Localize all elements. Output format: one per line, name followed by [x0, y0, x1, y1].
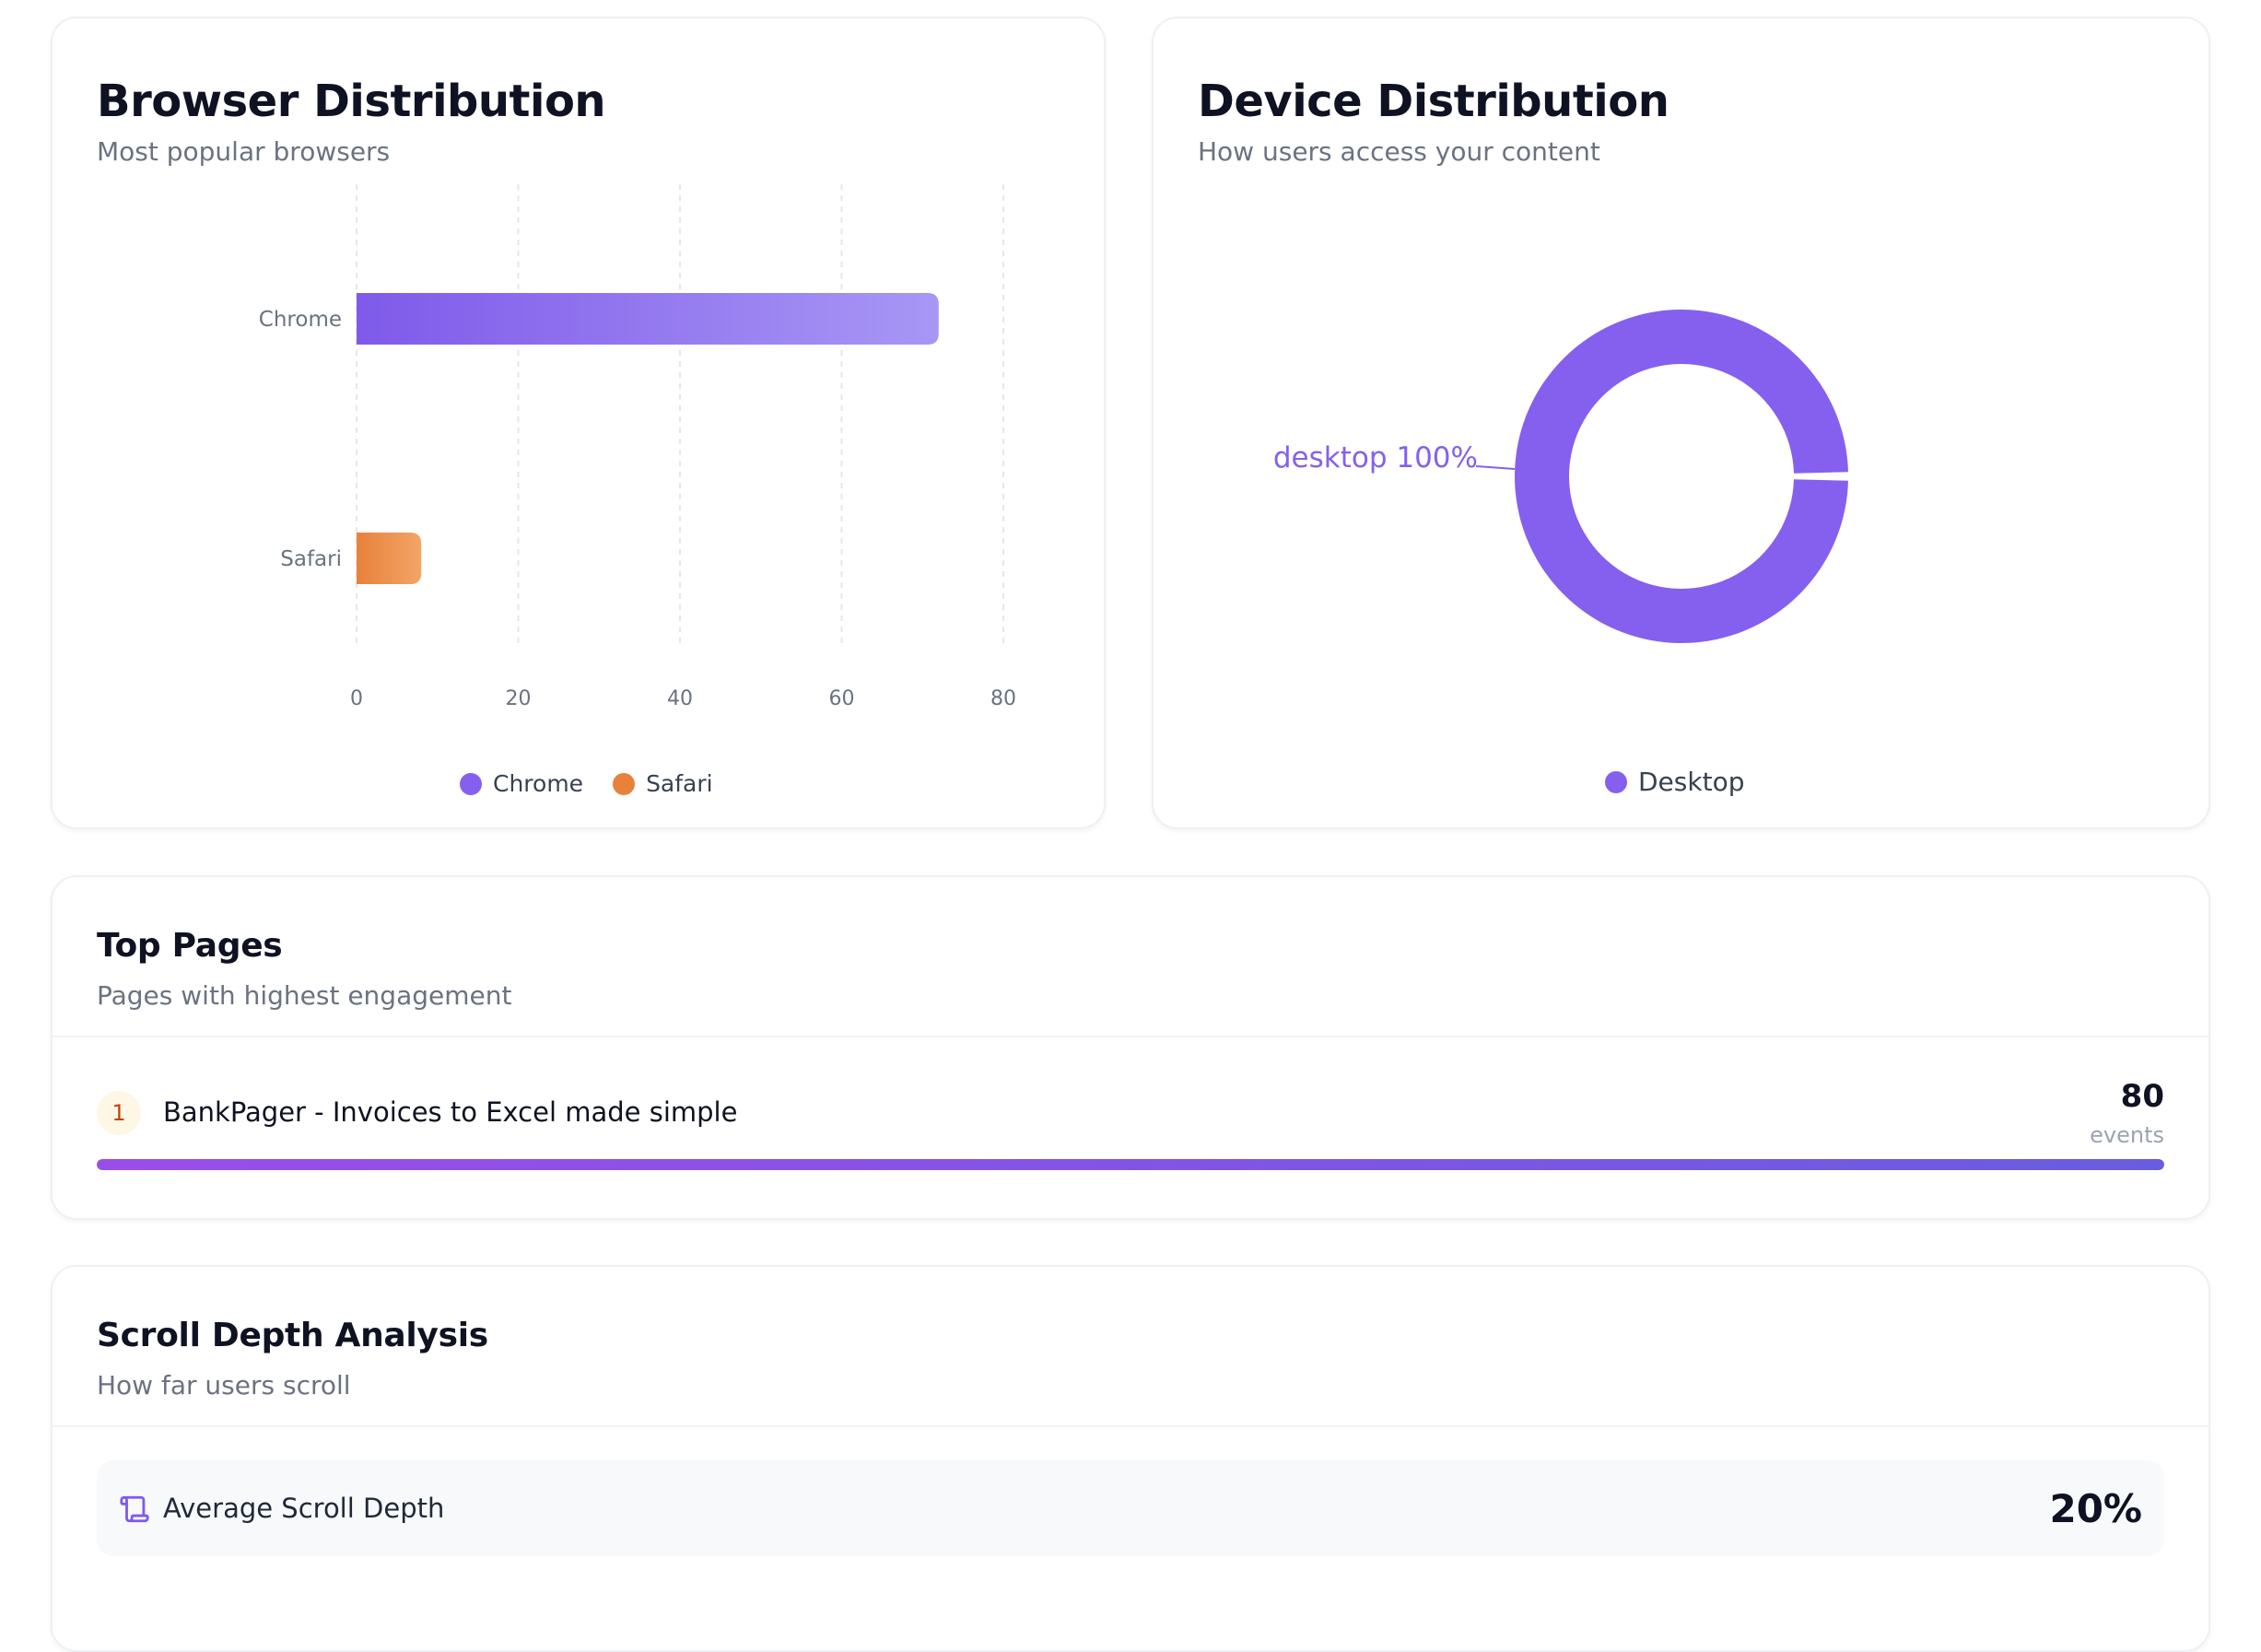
- card-title: Device Distribution: [1198, 76, 1669, 127]
- analytics-page: Browser Distribution Most popular browse…: [51, 17, 2210, 1652]
- device-donut-chart: desktop 100%: [1273, 310, 1848, 643]
- average-scroll-depth-row: Average Scroll Depth 20%: [97, 1460, 2164, 1556]
- page-title-link[interactable]: BankPager - Invoices to Excel made simpl…: [163, 1096, 738, 1128]
- x-tick-label: 20: [506, 687, 532, 710]
- event-count-unit: events: [2090, 1122, 2164, 1148]
- category-label: Chrome: [259, 308, 342, 332]
- device-distribution-card: Device Distribution How users access you…: [1152, 17, 2210, 829]
- category-label: Safari: [280, 547, 342, 571]
- metric-value: 20%: [2049, 1486, 2142, 1531]
- browser-legend: Chrome Safari: [460, 770, 713, 797]
- divider: [53, 1036, 2208, 1037]
- card-title: Browser Distribution: [97, 76, 606, 127]
- legend-swatch: [1605, 770, 1627, 793]
- donut-slice-desktop[interactable]: [1515, 310, 1848, 643]
- scroll-icon: [120, 1495, 149, 1523]
- scroll-depth-card: Scroll Depth Analysis How far users scro…: [51, 1265, 2210, 1652]
- top-pages-card: Top Pages Pages with highest engagement …: [51, 875, 2210, 1220]
- legend-label: Chrome: [493, 770, 584, 797]
- card-title: Scroll Depth Analysis: [97, 1317, 488, 1354]
- device-legend: Desktop: [1605, 767, 1744, 797]
- x-tick-label: 60: [829, 687, 855, 710]
- bar-safari[interactable]: [357, 533, 422, 584]
- engagement-bar-fill: [97, 1159, 2164, 1170]
- engagement-bar: [97, 1159, 2164, 1170]
- card-subtitle: How users access your content: [1198, 136, 1600, 167]
- legend-swatch: [460, 772, 482, 795]
- card-subtitle: Most popular browsers: [97, 136, 391, 167]
- rank-badge: 1: [97, 1091, 141, 1135]
- event-count: 80: [2120, 1078, 2164, 1115]
- card-subtitle: Pages with highest engagement: [97, 980, 512, 1011]
- card-subtitle: How far users scroll: [97, 1370, 351, 1400]
- card-title: Top Pages: [97, 927, 283, 965]
- metric-label: Average Scroll Depth: [163, 1493, 445, 1524]
- browser-distribution-card: Browser Distribution Most popular browse…: [51, 17, 1106, 829]
- divider: [53, 1425, 2208, 1427]
- bar-chrome[interactable]: [357, 293, 939, 345]
- legend-label: Desktop: [1638, 767, 1745, 797]
- legend-item-desktop[interactable]: Desktop: [1605, 767, 1744, 797]
- legend-label: Safari: [646, 770, 713, 797]
- donut-data-label: desktop 100%: [1273, 441, 1478, 475]
- label-leader-line: [1475, 465, 1516, 470]
- legend-item-safari[interactable]: Safari: [613, 770, 713, 797]
- browser-bar-chart: Chrome Safari 0 20 40 60 80: [259, 184, 1016, 710]
- legend-item-chrome[interactable]: Chrome: [460, 770, 583, 797]
- legend-swatch: [613, 772, 636, 795]
- x-tick-label: 40: [667, 687, 693, 710]
- x-tick-label: 0: [350, 687, 363, 710]
- x-tick-label: 80: [990, 687, 1016, 710]
